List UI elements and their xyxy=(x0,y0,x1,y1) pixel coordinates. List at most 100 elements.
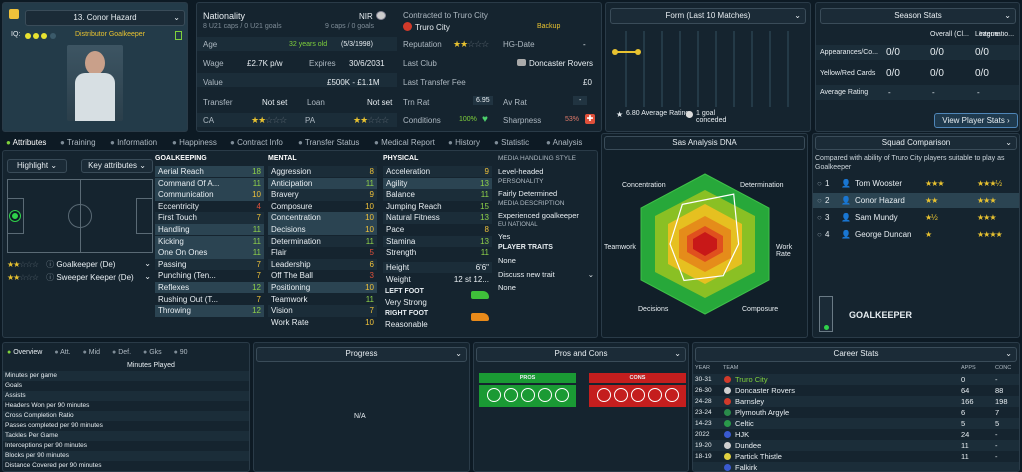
discuss-trait-button[interactable]: Discuss new trait ⌄ xyxy=(498,270,594,279)
squad-player-row[interactable]: ○ 4 👤 George Duncan ★ ★★★★ xyxy=(813,227,1019,242)
stat-label: Interceptions per 90 minutes xyxy=(5,442,88,449)
career-row[interactable]: 18-19 Partick Thistle 11 - xyxy=(693,451,1019,462)
career-row[interactable]: 23-24 Plymouth Argyle 6 7 xyxy=(693,407,1019,418)
attribute-row[interactable]: Anticipation 11 xyxy=(268,177,377,189)
tab-medical-report[interactable]: ● Medical Report xyxy=(374,138,435,147)
career-team: Dundee xyxy=(735,441,762,450)
progress-select[interactable]: Progress ⌄ xyxy=(256,347,467,362)
attribute-row[interactable]: Punching (Ten... 7 xyxy=(155,270,264,281)
last-club-label: Last Club xyxy=(403,59,437,68)
tab-transfer-status[interactable]: ● Transfer Status xyxy=(298,138,360,147)
season-col-league: League xyxy=(975,31,999,38)
attribute-row[interactable]: Communication 10 xyxy=(155,189,264,201)
attribute-row[interactable]: Off The Ball 3 xyxy=(268,270,377,281)
attribute-row[interactable]: Teamwork 11 xyxy=(268,294,377,305)
progress-na: N/A xyxy=(354,413,366,420)
tab-attributes[interactable]: ● Attributes xyxy=(6,138,47,147)
stat-label: Assists xyxy=(5,392,26,399)
season-select[interactable]: Season Stats ⌄ xyxy=(820,8,1016,24)
squad-player-row[interactable]: ○ 3 👤 Sam Mundy ★½ ★★★ xyxy=(813,210,1019,225)
tab-gks[interactable]: ● Gks xyxy=(143,349,162,356)
tab-mid[interactable]: ● Mid xyxy=(82,349,101,356)
career-row[interactable]: 26-30 Doncaster Rovers 64 88 xyxy=(693,385,1019,396)
tab-att[interactable]: ● Att. xyxy=(54,349,71,356)
career-team: Partick Thistle xyxy=(735,452,782,461)
squad-comparison-select[interactable]: Squad Comparison ⌄ xyxy=(815,136,1017,150)
key-attributes-select[interactable]: Key attributes ⌄ xyxy=(81,159,153,173)
attribute-row[interactable]: Agility 13 xyxy=(383,177,492,189)
attribute-row[interactable]: Kicking 11 xyxy=(155,235,264,247)
tab-history[interactable]: ● History xyxy=(448,138,480,147)
tab-overview[interactable]: ● Overview xyxy=(7,349,43,356)
attribute-row[interactable]: Concentration 10 xyxy=(268,212,377,224)
highlight-select[interactable]: Highlight ⌄ xyxy=(7,159,67,173)
tab-happiness[interactable]: ● Happiness xyxy=(172,138,217,147)
career-row[interactable]: 19-20 Dundee 11 - xyxy=(693,440,1019,451)
stat-row: Distance Covered per 90 minutes xyxy=(3,461,249,471)
media-style-title: MEDIA HANDLING STYLE xyxy=(498,155,577,162)
attribute-row[interactable]: Acceleration 9 xyxy=(383,166,492,178)
attribute-row[interactable]: Determination 11 xyxy=(268,235,377,247)
attribute-row[interactable]: Stamina 13 xyxy=(383,235,492,247)
attribute-row[interactable]: Reflexes 12 xyxy=(155,282,264,294)
dna-label: Determination xyxy=(740,182,784,189)
career-stats-select[interactable]: Career Stats ⌄ xyxy=(695,347,1017,362)
attribute-row[interactable]: Decisions 10 xyxy=(268,224,377,236)
attribute-row[interactable]: Strength 11 xyxy=(383,247,492,258)
career-row[interactable]: 2022 HJK 24 - xyxy=(693,429,1019,440)
favourite-icon[interactable] xyxy=(175,31,182,40)
attribute-row[interactable]: Handling 11 xyxy=(155,224,264,236)
tab-def[interactable]: ● Def. xyxy=(112,349,132,356)
attribute-row[interactable]: One On Ones 11 xyxy=(155,247,264,259)
attribute-row[interactable]: Flair 5 xyxy=(268,247,377,258)
attribute-row[interactable]: Rushing Out (T... 7 xyxy=(155,294,264,305)
career-row[interactable]: Falkirk xyxy=(693,462,1019,471)
tab-analysis[interactable]: ● Analysis xyxy=(546,138,583,147)
career-row[interactable]: 24-28 Barnsley 166 198 xyxy=(693,396,1019,407)
squad-player-row[interactable]: ○ 2 👤 Conor Hazard ★★ ★★★ xyxy=(813,193,1019,208)
attribute-row[interactable]: Bravery 9 xyxy=(268,189,377,201)
club-name[interactable]: Truro City xyxy=(415,23,450,32)
attribute-value: 11 xyxy=(365,236,374,246)
attribute-row[interactable]: Leadership 6 xyxy=(268,258,377,271)
attribute-row[interactable]: Passing 7 xyxy=(155,258,264,271)
attribute-row[interactable]: Positioning 10 xyxy=(268,282,377,294)
attribute-row[interactable]: Aerial Reach 18 xyxy=(155,166,264,178)
season-col-international: Internatio... xyxy=(979,31,1015,38)
attribute-row[interactable]: Vision 7 xyxy=(268,305,377,317)
player-rank: 1 xyxy=(825,179,830,188)
attribute-row[interactable]: Pace 8 xyxy=(383,224,492,235)
view-player-stats-button[interactable]: View Player Stats › xyxy=(934,113,1018,128)
season-row-value: 0/0 xyxy=(975,68,989,79)
career-row[interactable]: 30-31 Truro City 0 - xyxy=(693,374,1019,385)
role-row-goalkeeper[interactable]: ★★☆☆☆ ⓘ Goalkeeper (De) ⌄ xyxy=(7,259,151,269)
attribute-row[interactable]: Jumping Reach 15 xyxy=(383,201,492,212)
attribute-row[interactable]: Balance 11 xyxy=(383,189,492,201)
tab-contract-info[interactable]: ● Contract Info xyxy=(230,138,283,147)
player-rank: 3 xyxy=(825,213,830,222)
attribute-row[interactable]: First Touch 7 xyxy=(155,212,264,224)
attribute-row[interactable]: Eccentricity 4 xyxy=(155,201,264,212)
tab-90[interactable]: ● 90 xyxy=(173,349,188,356)
tab-statistic[interactable]: ● Statistic xyxy=(494,138,530,147)
squad-player-row[interactable]: ○ 1 👤 Tom Wooster ★★★ ★★★½ xyxy=(813,176,1019,191)
dna-label: Concentration xyxy=(622,182,666,189)
goals-conceded: 1 goal conceded xyxy=(696,110,727,124)
pro-icon xyxy=(486,388,501,402)
attribute-row[interactable]: Work Rate 10 xyxy=(268,317,377,328)
tab-training[interactable]: ● Training xyxy=(60,138,96,147)
attribute-row[interactable]: Composure 10 xyxy=(268,201,377,212)
pros-cons-select[interactable]: Pros and Cons ⌄ xyxy=(476,347,686,362)
tab-information[interactable]: ● Information xyxy=(110,138,158,147)
attribute-row[interactable]: Command Of A... 11 xyxy=(155,177,264,189)
attribute-row[interactable]: Aggression 8 xyxy=(268,166,377,178)
career-row[interactable]: 14-23 Celtic 5 5 xyxy=(693,418,1019,429)
iq-dots xyxy=(25,32,56,41)
rank-icon: ○ xyxy=(817,213,822,222)
attribute-row[interactable]: Natural Fitness 13 xyxy=(383,212,492,224)
role-row-sweeper-keeper[interactable]: ★★☆☆☆ ⓘ Sweeper Keeper (De) ⌄ xyxy=(7,272,151,282)
attribute-row[interactable]: Throwing 12 xyxy=(155,305,264,317)
player-select[interactable]: 13. Conor Hazard ⌄ xyxy=(25,10,185,26)
form-select[interactable]: Form (Last 10 Matches) ⌄ xyxy=(610,8,806,24)
career-year: 14-23 xyxy=(695,420,712,427)
